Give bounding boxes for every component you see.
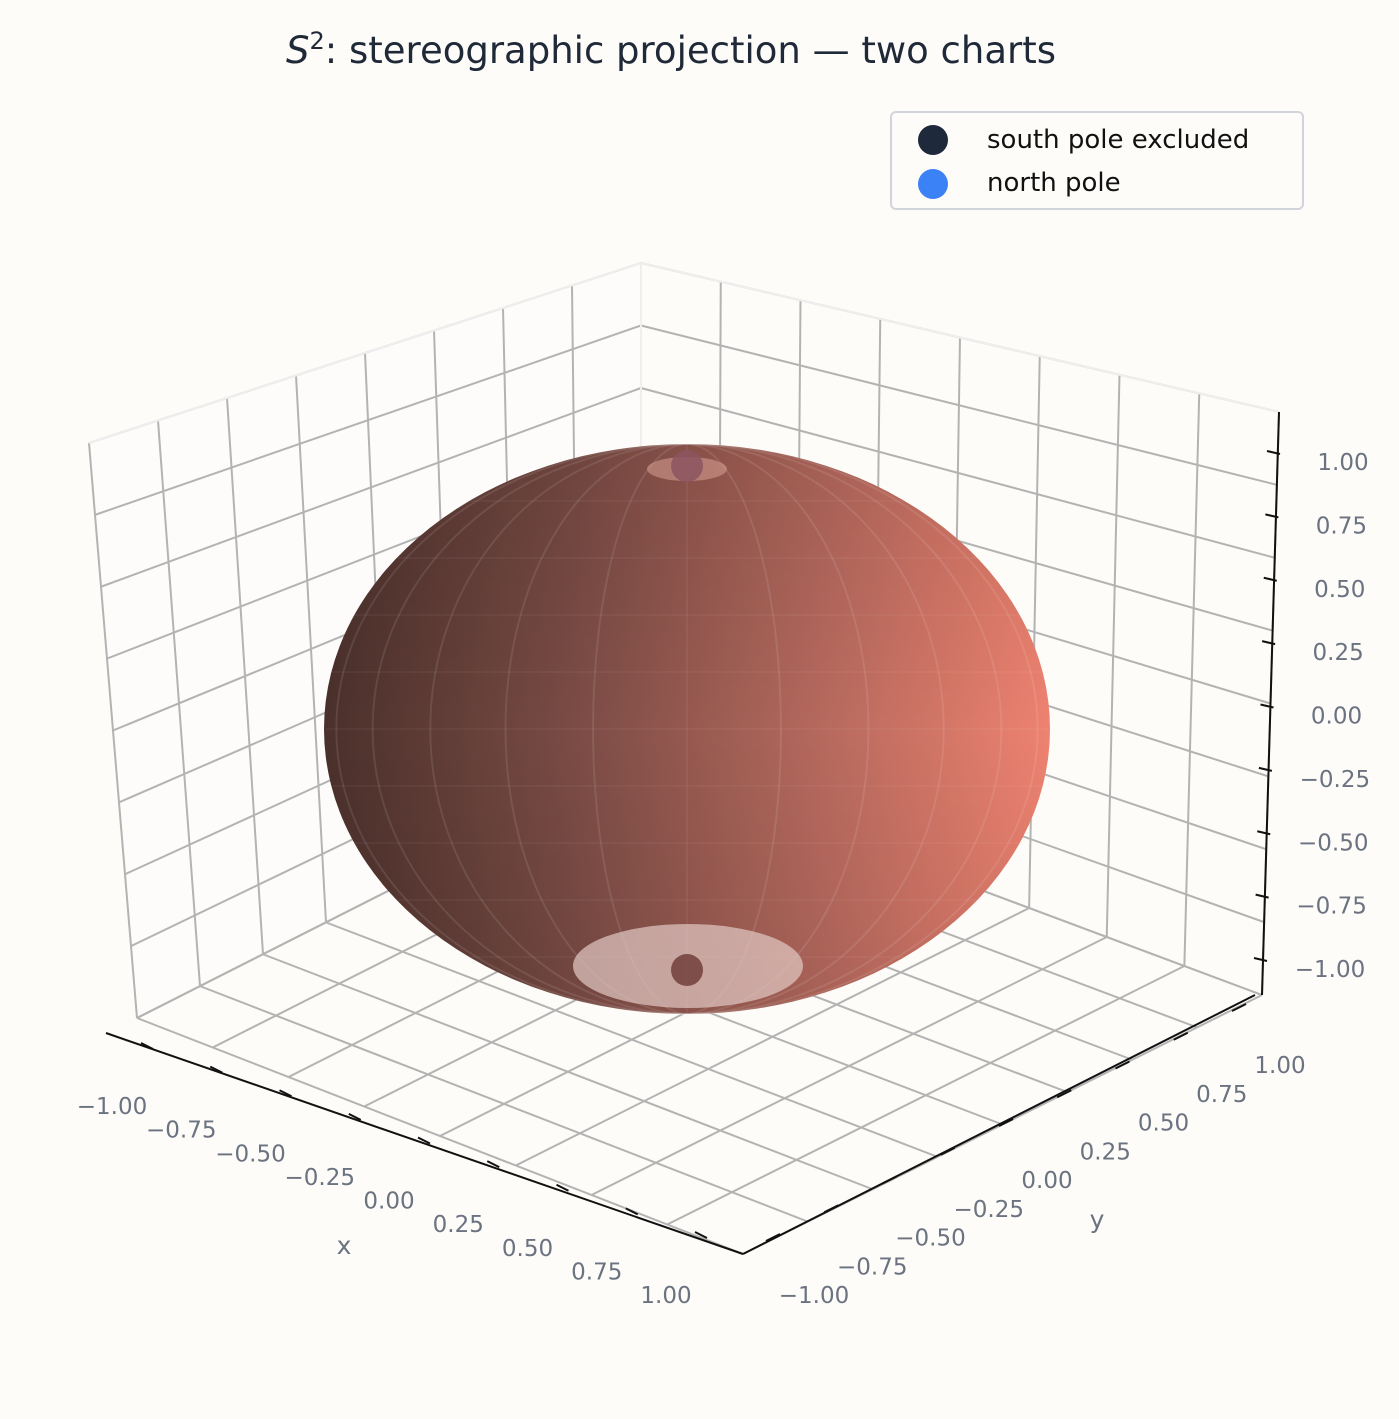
z-tick-7: [1265, 513, 1279, 519]
sphere-meridian-3: [429, 443, 945, 1015]
z-tick-label-4: 0.00: [1311, 704, 1362, 730]
right-wall-grid-v-7: [1183, 393, 1201, 967]
floor-grid-y-7: [666, 965, 1185, 1226]
south-pole-point-0: [671, 954, 703, 986]
x-tick-1: [209, 1065, 223, 1074]
legend-box: [890, 111, 1304, 210]
y-tick-label-6: 0.50: [1138, 1111, 1189, 1137]
sphere-surface: [324, 443, 1050, 1015]
x-tick-label-7: 0.75: [571, 1259, 622, 1285]
pane-edge-0: [88, 262, 642, 444]
y-tick-4: [998, 1118, 1014, 1127]
right-wall-grid-h-7: [640, 324, 1278, 486]
y-tick-0: [765, 1233, 781, 1242]
right-wall-grid-h-6: [640, 387, 1276, 559]
x-tick-label-4: 0.00: [363, 1189, 414, 1215]
z-tick-4: [1260, 703, 1274, 709]
sphere-meridian-7: [592, 443, 782, 1015]
z-tick-label-1: −0.75: [1296, 894, 1366, 920]
sphere-meridian-5: [592, 443, 782, 1015]
x-tick-4: [417, 1136, 431, 1145]
left-wall-grid-h-7: [94, 324, 642, 516]
z-tick-0: [1253, 957, 1268, 962]
x-tick-label-5: 0.25: [433, 1212, 484, 1238]
x-tick-3: [348, 1112, 362, 1121]
sphere-meridian-2: [371, 443, 1003, 1015]
y-tick-5: [1056, 1089, 1072, 1099]
sphere-meridian-10: [371, 443, 1003, 1015]
x-tick-8: [694, 1231, 708, 1239]
z-tick-label-7: 0.75: [1316, 513, 1367, 539]
y-tick-6: [1115, 1060, 1130, 1070]
z-tick-6: [1263, 576, 1277, 582]
z-tick-label-3: −0.25: [1300, 767, 1370, 793]
legend-marker-south-pole-excluded: [918, 125, 948, 155]
sphere-meridian-4: [504, 443, 870, 1015]
y-tick-3: [940, 1146, 956, 1156]
data-points: [671, 450, 703, 986]
y-tick-label-8: 1.00: [1254, 1053, 1305, 1079]
title-text: : stereographic projection — two charts: [325, 29, 1056, 72]
z-tick-8: [1266, 450, 1281, 455]
legend: south pole excluded north pole: [890, 111, 1304, 210]
y-tick-label-7: 0.75: [1196, 1082, 1247, 1108]
x-tick-label-6: 0.50: [502, 1236, 553, 1262]
sphere-shading: [324, 444, 1050, 1014]
legend-label-south-pole-excluded: south pole excluded: [987, 125, 1249, 155]
x-tick-6: [556, 1183, 569, 1192]
y-tick-label-5: 0.25: [1080, 1139, 1131, 1165]
x-tick-label-8: 1.00: [640, 1283, 691, 1309]
x-tick-label-2: −0.50: [215, 1141, 285, 1167]
sphere-meridian-1: [335, 443, 1039, 1015]
y-tick-label-1: −0.75: [837, 1254, 907, 1280]
x-tick-label-1: −0.75: [146, 1118, 216, 1144]
z-tick-2: [1257, 830, 1271, 836]
legend-label-north-pole: north pole: [987, 168, 1121, 198]
z-tick-1: [1255, 893, 1269, 899]
legend-marker-north-pole: [918, 169, 948, 199]
y-tick-2: [882, 1175, 897, 1185]
z-tick-label-6: 0.50: [1314, 577, 1365, 603]
z-tick-label-2: −0.50: [1298, 830, 1368, 856]
north-pole-point-0: [671, 450, 703, 482]
left-wall-grid-h-6: [100, 387, 642, 588]
sphere-facets: [324, 443, 1050, 1015]
y-tick-label-2: −0.50: [895, 1226, 965, 1252]
floor-grid-y-6: [591, 936, 1108, 1196]
y-axis-label: y: [1090, 1205, 1105, 1234]
sphere-meridian-8: [504, 443, 870, 1015]
x-tick-0: [140, 1042, 154, 1050]
z-tick-5: [1261, 640, 1276, 646]
x-tick-2: [279, 1089, 292, 1098]
z-tick-label-8: 1.00: [1317, 450, 1368, 476]
axes: −1.00−0.75−0.50−0.250.000.250.500.751.00…: [77, 411, 1370, 1309]
x-axis-line: [105, 1032, 744, 1255]
right-wall-grid-v-6: [1105, 374, 1121, 938]
x-axis-label: x: [337, 1231, 352, 1260]
z-axis-line: [1261, 411, 1280, 996]
y-tick-label-3: −0.25: [954, 1197, 1024, 1223]
z-tick-3: [1258, 766, 1273, 772]
floor-grid-y-5: [515, 907, 1030, 1167]
pane-edge-1: [640, 262, 1280, 413]
sphere-meridian-11: [335, 443, 1039, 1015]
x-tick-label-3: −0.25: [285, 1165, 355, 1191]
z-tick-label-0: −1.00: [1295, 957, 1365, 983]
sphere-meridian-9: [429, 443, 945, 1015]
y-tick-1: [823, 1204, 839, 1214]
y-tick-8: [1231, 1003, 1247, 1012]
title-superscript: 2: [310, 27, 325, 55]
x-tick-5: [486, 1160, 500, 1169]
chart-title: S2: stereographic projection — two chart…: [286, 27, 1056, 72]
y-tick-label-0: −1.00: [779, 1283, 849, 1309]
y-tick-7: [1173, 1031, 1189, 1041]
y-tick-label-4: 0.00: [1021, 1168, 1072, 1194]
x-tick-7: [625, 1207, 639, 1216]
z-tick-label-5: 0.25: [1313, 640, 1364, 666]
x-tick-label-0: −1.00: [77, 1094, 147, 1120]
title-symbol: S: [286, 29, 310, 72]
